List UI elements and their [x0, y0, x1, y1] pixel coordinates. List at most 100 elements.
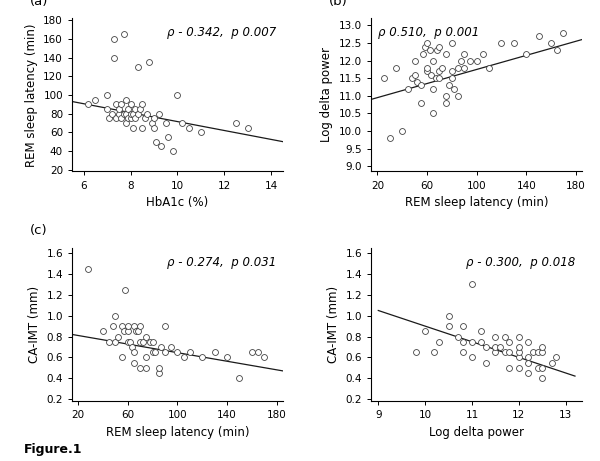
Point [481, 343, 491, 351]
Point [528, 349, 538, 356]
Point [140, 115, 149, 122]
Point [133, 328, 143, 335]
Point [142, 333, 151, 340]
Point [107, 110, 116, 117]
Point [404, 85, 413, 93]
Point [136, 364, 145, 372]
Point [447, 39, 457, 47]
Point [514, 333, 524, 340]
X-axis label: Log delta power: Log delta power [429, 426, 524, 439]
Point [460, 50, 469, 57]
Point [484, 64, 494, 71]
Point [514, 343, 524, 351]
Point [117, 354, 127, 361]
Point [466, 57, 475, 65]
Point [538, 374, 547, 382]
Point [411, 349, 421, 356]
Point [458, 322, 467, 330]
Point [121, 286, 130, 293]
Point [476, 328, 486, 335]
Point [434, 43, 444, 50]
Point [441, 99, 451, 106]
Point [98, 328, 108, 335]
Point [128, 124, 137, 131]
Point [505, 349, 514, 356]
Point [456, 57, 466, 65]
Point [148, 349, 157, 356]
Point [534, 32, 544, 40]
Point [136, 338, 145, 345]
Point [478, 50, 488, 57]
Point [160, 349, 170, 356]
Point [126, 115, 136, 122]
X-axis label: HbA1c (%): HbA1c (%) [146, 196, 208, 209]
Point [129, 322, 139, 330]
Point [109, 35, 119, 43]
Point [126, 100, 136, 108]
Point [125, 338, 135, 345]
Point [437, 64, 447, 71]
Point [121, 110, 131, 117]
Point [425, 47, 434, 54]
Point [428, 85, 438, 93]
Point [184, 124, 194, 131]
Point [166, 343, 176, 351]
Point [514, 354, 524, 361]
Point [119, 30, 128, 38]
Point [253, 349, 263, 356]
Point [421, 328, 430, 335]
Point [131, 328, 141, 335]
Point [416, 99, 425, 106]
Point [123, 328, 133, 335]
Point [523, 369, 533, 377]
Y-axis label: CA-IMT (mm): CA-IMT (mm) [327, 286, 340, 363]
Point [509, 39, 518, 47]
Point [121, 119, 131, 127]
Point [243, 124, 253, 131]
Point [495, 343, 505, 351]
Point [196, 129, 206, 136]
Text: ρ - 0.342,  p 0.007: ρ - 0.342, p 0.007 [167, 26, 277, 39]
Point [467, 281, 477, 288]
Point [453, 64, 463, 71]
Point [103, 105, 112, 112]
Point [453, 92, 463, 100]
Point [136, 322, 145, 330]
Point [161, 119, 170, 127]
Point [505, 338, 514, 345]
Point [149, 124, 159, 131]
Point [142, 354, 151, 361]
Point [397, 127, 407, 135]
Point [391, 64, 401, 71]
Point [128, 110, 137, 117]
Point [434, 67, 444, 75]
Point [533, 349, 542, 356]
Point [173, 91, 182, 99]
Point [444, 312, 454, 319]
Point [434, 338, 444, 345]
Point [137, 100, 147, 108]
Point [523, 338, 533, 345]
Point [130, 115, 140, 122]
Point [117, 322, 127, 330]
Point [133, 110, 142, 117]
Point [104, 115, 114, 122]
Point [410, 57, 419, 65]
Point [157, 343, 166, 351]
Point [83, 265, 93, 272]
Point [385, 134, 395, 142]
Point [491, 333, 500, 340]
Point [410, 71, 419, 78]
Point [546, 39, 556, 47]
Point [521, 50, 531, 57]
Point [434, 75, 444, 82]
Point [472, 57, 481, 65]
Point [222, 354, 232, 361]
Point [547, 359, 556, 366]
Point [145, 338, 155, 345]
Text: ρ - 0.274,  p 0.031: ρ - 0.274, p 0.031 [167, 256, 277, 269]
Point [445, 82, 454, 89]
Point [491, 349, 500, 356]
Point [538, 343, 547, 351]
Point [137, 124, 147, 131]
